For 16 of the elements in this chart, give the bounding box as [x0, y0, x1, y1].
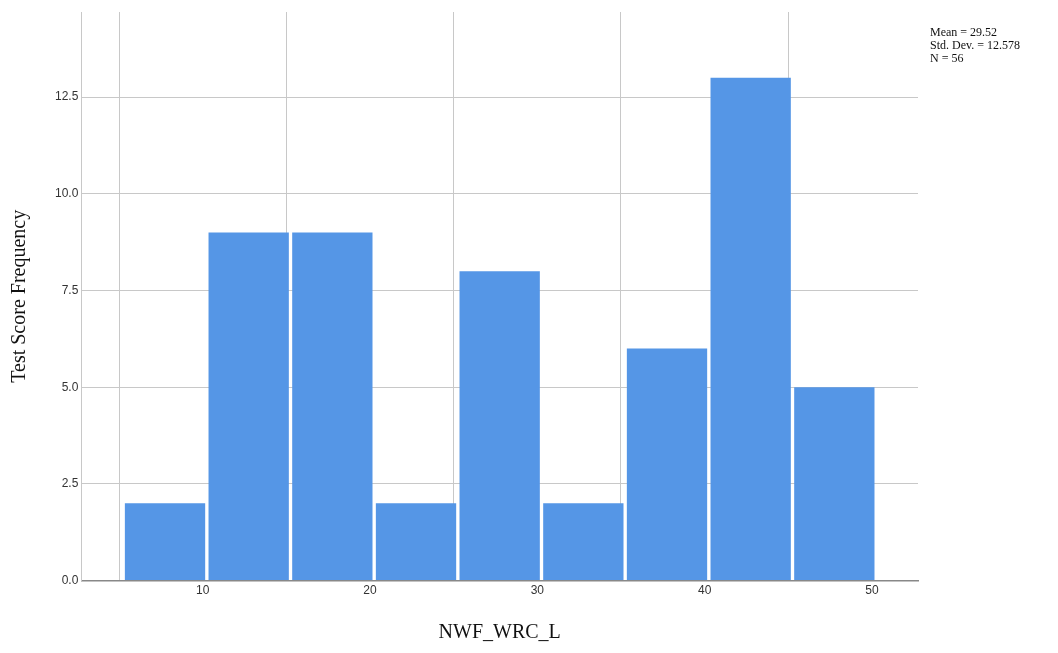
y-tick-label: 0.0: [61, 572, 79, 587]
y-tick-label: 10.0: [55, 186, 79, 201]
text: N = 56: [930, 51, 964, 66]
x-tick-label: 10: [195, 583, 210, 598]
y-tick-label: 7.5: [61, 282, 79, 297]
y-tick-label: 2.5: [61, 476, 79, 491]
x-tick-label: 50: [865, 583, 879, 598]
x-tick-label: 20: [363, 583, 377, 598]
y-axis-title: Test Score Frequency: [7, 209, 31, 383]
x-tick-label: 30: [530, 583, 545, 598]
text: Mean = 29.52: [930, 25, 998, 40]
y-tick-label: 12.5: [55, 89, 79, 104]
x-axis-title: NWF_WRC_L: [438, 620, 561, 643]
text: Std. Dev. = 12.578: [930, 38, 1020, 53]
y-tick-label: 5.0: [61, 379, 79, 394]
x-tick-label: 40: [697, 583, 712, 598]
